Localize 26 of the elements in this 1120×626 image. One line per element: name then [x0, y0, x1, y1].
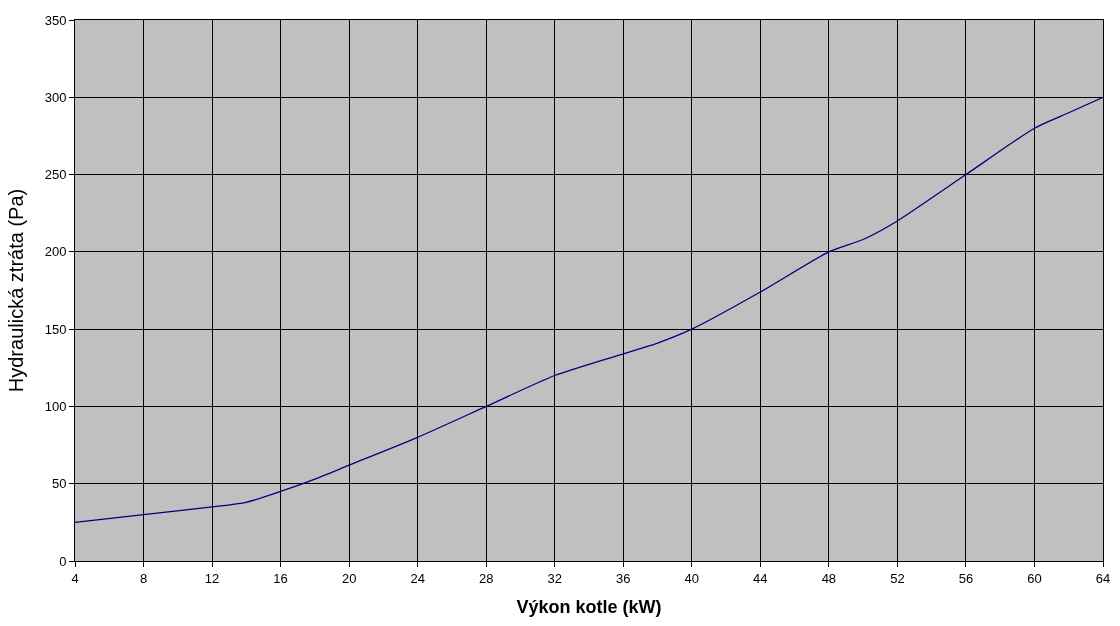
x-tick-label: 44: [753, 570, 768, 586]
x-tick-label: 28: [478, 570, 494, 586]
x-axis-title: Výkon kotle (kW): [516, 596, 662, 617]
y-tick-label: 200: [44, 244, 67, 260]
x-tick-label: 60: [1027, 570, 1042, 586]
x-tick-label: 16: [273, 570, 288, 586]
x-tick-label: 40: [684, 570, 700, 586]
x-tick-label: 48: [821, 570, 837, 586]
y-tick-label: 0: [59, 553, 67, 569]
x-tick-label: 32: [547, 570, 562, 586]
x-tick-label: 64: [1095, 570, 1111, 586]
x-tick-label: 8: [139, 570, 148, 586]
y-tick-label: 50: [51, 476, 67, 492]
x-tick-label: 12: [204, 570, 220, 586]
x-tick-label: 52: [890, 570, 905, 586]
y-tick-label: 150: [44, 321, 67, 337]
y-tick-label: 300: [44, 89, 67, 105]
y-axis-title: Hydraulická ztráta (Pa): [5, 188, 28, 393]
y-tick-label: 100: [44, 398, 67, 414]
y-tick-label: 350: [44, 12, 67, 28]
x-tick-label: 56: [958, 570, 974, 586]
x-tick-label: 4: [71, 570, 79, 586]
x-tick-label: 24: [410, 570, 425, 586]
y-tick-label: 250: [44, 167, 67, 183]
x-tick-label: 20: [341, 570, 357, 586]
x-tick-label: 36: [616, 570, 631, 586]
